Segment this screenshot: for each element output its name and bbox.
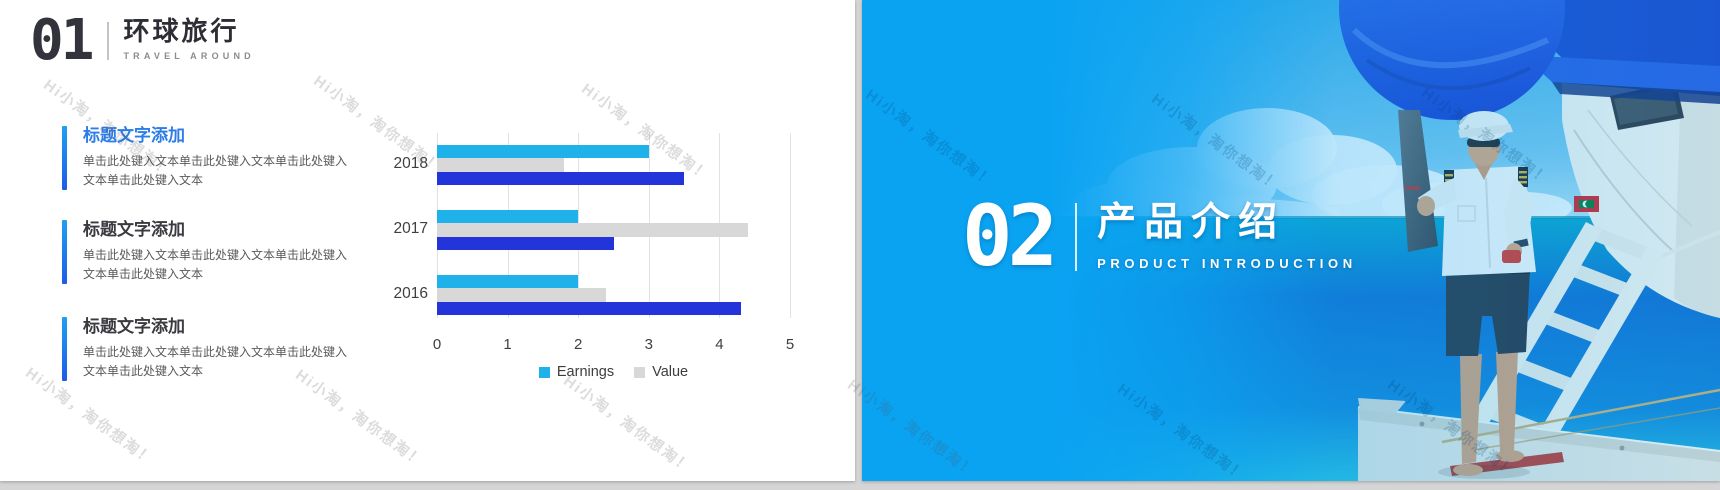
gridline-5 — [790, 133, 791, 318]
block-body: 单击此处键入文本单击此处键入文本单击此处键入文本单击此处键入文本 — [83, 154, 348, 188]
bar-series3-2016 — [437, 301, 741, 316]
legend-swatch — [634, 366, 646, 378]
header-titles: 环球旅行 TRAVEL AROUND — [123, 16, 254, 61]
bar-series3-2017 — [437, 236, 614, 251]
legend-label: Earnings — [556, 364, 615, 380]
x-tick-label: 2 — [574, 336, 583, 353]
legend-swatch — [538, 366, 550, 378]
header-titles: 产品介绍 PRODUCT INTRODUCTION — [1097, 200, 1357, 271]
bar-Value-2017 — [437, 223, 748, 237]
text-block-2: 标题文字添加 单击此处键入文本单击此处键入文本单击此处键入文本单击此处键入文本 — [62, 220, 352, 285]
header-divider — [1075, 203, 1078, 271]
section-title-en: TRAVEL AROUND — [123, 51, 255, 61]
section-title-en: PRODUCT INTRODUCTION — [1097, 256, 1357, 271]
bar-Value-2018 — [437, 158, 565, 172]
x-tick-label: 4 — [715, 336, 724, 353]
x-tick-label: 5 — [785, 336, 795, 353]
section-header: 02 产品介绍 PRODUCT INTRODUCTION — [962, 187, 1357, 285]
section-title-cn: 环球旅行 — [123, 16, 240, 46]
bar-series3-2018 — [437, 171, 685, 186]
accent-bar — [62, 220, 67, 285]
blue-overlay — [862, 0, 1720, 481]
text-block-content: 标题文字添加 单击此处键入文本单击此处键入文本单击此处键入文本单击此处键入文本 — [83, 317, 351, 381]
block-title: 标题文字添加 — [83, 317, 185, 336]
text-block-3: 标题文字添加 单击此处键入文本单击此处键入文本单击此处键入文本单击此处键入文本 — [62, 317, 352, 382]
category-label-2017: 2017 — [393, 220, 428, 237]
bar-Earnings-2017 — [437, 210, 579, 224]
text-block-content: 标题文字添加 单击此处键入文本单击此处键入文本单击此处键入文本单击此处键入文本 — [83, 126, 351, 190]
block-body: 单击此处键入文本单击此处键入文本单击此处键入文本单击此处键入文本 — [83, 248, 348, 282]
category-label-2016: 2016 — [393, 285, 428, 302]
bar-Earnings-2016 — [437, 275, 579, 289]
category-label-2018: 2018 — [393, 155, 428, 172]
text-block-1: 标题文字添加 单击此处键入文本单击此处键入文本单击此处键入文本单击此处键入文本 — [62, 126, 352, 191]
accent-bar — [62, 317, 67, 382]
horizontal-bar-chart: 2018 2017 2016 0 1 2 3 4 5 Earnings Value — [350, 118, 820, 398]
chart-plot-area — [437, 133, 791, 318]
slide-1-travel-around: 01 环球旅行 TRAVEL AROUND 标题文字添加 单击此处键入文本单击此… — [0, 0, 855, 481]
chart-legend: Earnings Value — [437, 364, 790, 380]
block-body: 单击此处键入文本单击此处键入文本单击此处键入文本单击此处键入文本 — [83, 345, 348, 379]
block-title: 标题文字添加 — [83, 126, 185, 145]
legend-label: Value — [652, 364, 689, 380]
block-title: 标题文字添加 — [83, 220, 185, 239]
accent-bar — [62, 126, 67, 191]
section-number: 01 — [30, 8, 94, 73]
x-tick-label: 3 — [644, 336, 653, 353]
x-tick-label: 0 — [432, 336, 442, 353]
legend-item-earnings: Earnings — [538, 364, 615, 380]
section-number: 02 — [962, 187, 1058, 285]
seaplane-photo — [862, 0, 1720, 481]
x-tick-label: 1 — [503, 336, 512, 353]
text-block-content: 标题文字添加 单击此处键入文本单击此处键入文本单击此处键入文本单击此处键入文本 — [83, 220, 351, 284]
section-title-cn: 产品介绍 — [1097, 201, 1286, 244]
bar-Earnings-2018 — [437, 145, 649, 159]
slide-2-product-introduction: 02 产品介绍 PRODUCT INTRODUCTION — [862, 0, 1720, 481]
section-header: 01 环球旅行 TRAVEL AROUND — [30, 8, 255, 73]
bar-Value-2016 — [437, 288, 607, 302]
header-divider — [107, 22, 110, 60]
legend-item-value: Value — [634, 364, 688, 380]
